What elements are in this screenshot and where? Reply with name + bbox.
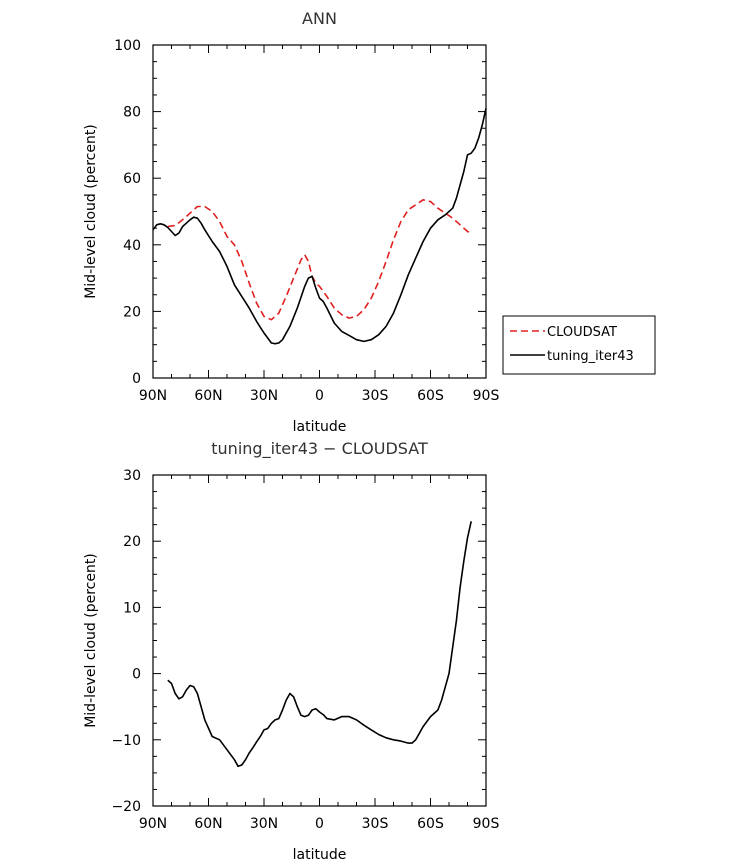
x-tick-label: 30S	[362, 388, 389, 404]
top-x-axis-label: latitude	[293, 419, 347, 435]
bottom-y-axis-label: Mid-level cloud (percent)	[83, 553, 99, 728]
x-tick-label: 90S	[473, 388, 500, 404]
series-line-tuning-iter43	[152, 108, 487, 345]
x-tick-label: 0	[315, 816, 324, 832]
bottom-x-axis-label: latitude	[293, 847, 347, 863]
x-tick-label: 30N	[250, 388, 278, 404]
top-series	[152, 108, 487, 345]
top-plot-frame	[152, 44, 487, 379]
legend-box	[502, 315, 656, 375]
x-tick-label: 30N	[250, 816, 278, 832]
legend-label-tuning: tuning_iter43	[547, 349, 634, 364]
bottom-plot-frame	[152, 474, 487, 807]
top-chart-title: ANN	[302, 9, 337, 28]
y-tick-label: 80	[123, 105, 141, 121]
x-tick-label: 90N	[139, 816, 167, 832]
x-tick-label: 0	[315, 388, 324, 404]
y-tick-label: 20	[123, 304, 141, 320]
x-tick-label: 90N	[139, 388, 167, 404]
x-tick-label: 60N	[194, 388, 222, 404]
y-tick-label: 100	[114, 38, 141, 54]
bottom-panel: tuning_iter43 − CLOUDSAT 90N 60N 30N 0 30S 60…	[83, 439, 499, 863]
y-tick-label: −10	[111, 733, 141, 749]
top-ticks: 90N 60N 30N 0 30S 60S 90S 0 20 40 60 80 100	[114, 38, 499, 404]
top-y-axis-label: Mid-level cloud (percent)	[83, 124, 99, 299]
series-line-diff-0	[167, 521, 472, 768]
bottom-series	[167, 521, 472, 768]
series-line-cloudsat	[167, 199, 472, 321]
y-tick-label: 0	[132, 371, 141, 387]
legend: CLOUDSAT tuning_iter43	[502, 315, 656, 375]
y-tick-label: 60	[123, 171, 141, 187]
y-tick-label: 20	[123, 534, 141, 550]
y-tick-label: 40	[123, 238, 141, 254]
top-panel: ANN 90N 60N 30N 0 30S 60S 90S 0 20 40 60 80 100 lati…	[83, 9, 499, 435]
x-tick-label: 60S	[417, 388, 444, 404]
y-tick-label: −20	[111, 799, 141, 815]
x-tick-label: 90S	[473, 816, 500, 832]
x-tick-label: 60S	[417, 816, 444, 832]
y-tick-label: 30	[123, 468, 141, 484]
bottom-chart-title: tuning_iter43 − CLOUDSAT	[211, 439, 428, 459]
x-tick-label: 60N	[194, 816, 222, 832]
x-tick-label: 30S	[362, 816, 389, 832]
bottom-ticks: 90N 60N 30N 0 30S 60S 90S −20 −10 0 10 20 30	[111, 468, 499, 832]
y-tick-label: 0	[132, 667, 141, 683]
y-tick-label: 10	[123, 600, 141, 616]
legend-label-cloudsat: CLOUDSAT	[547, 325, 617, 340]
